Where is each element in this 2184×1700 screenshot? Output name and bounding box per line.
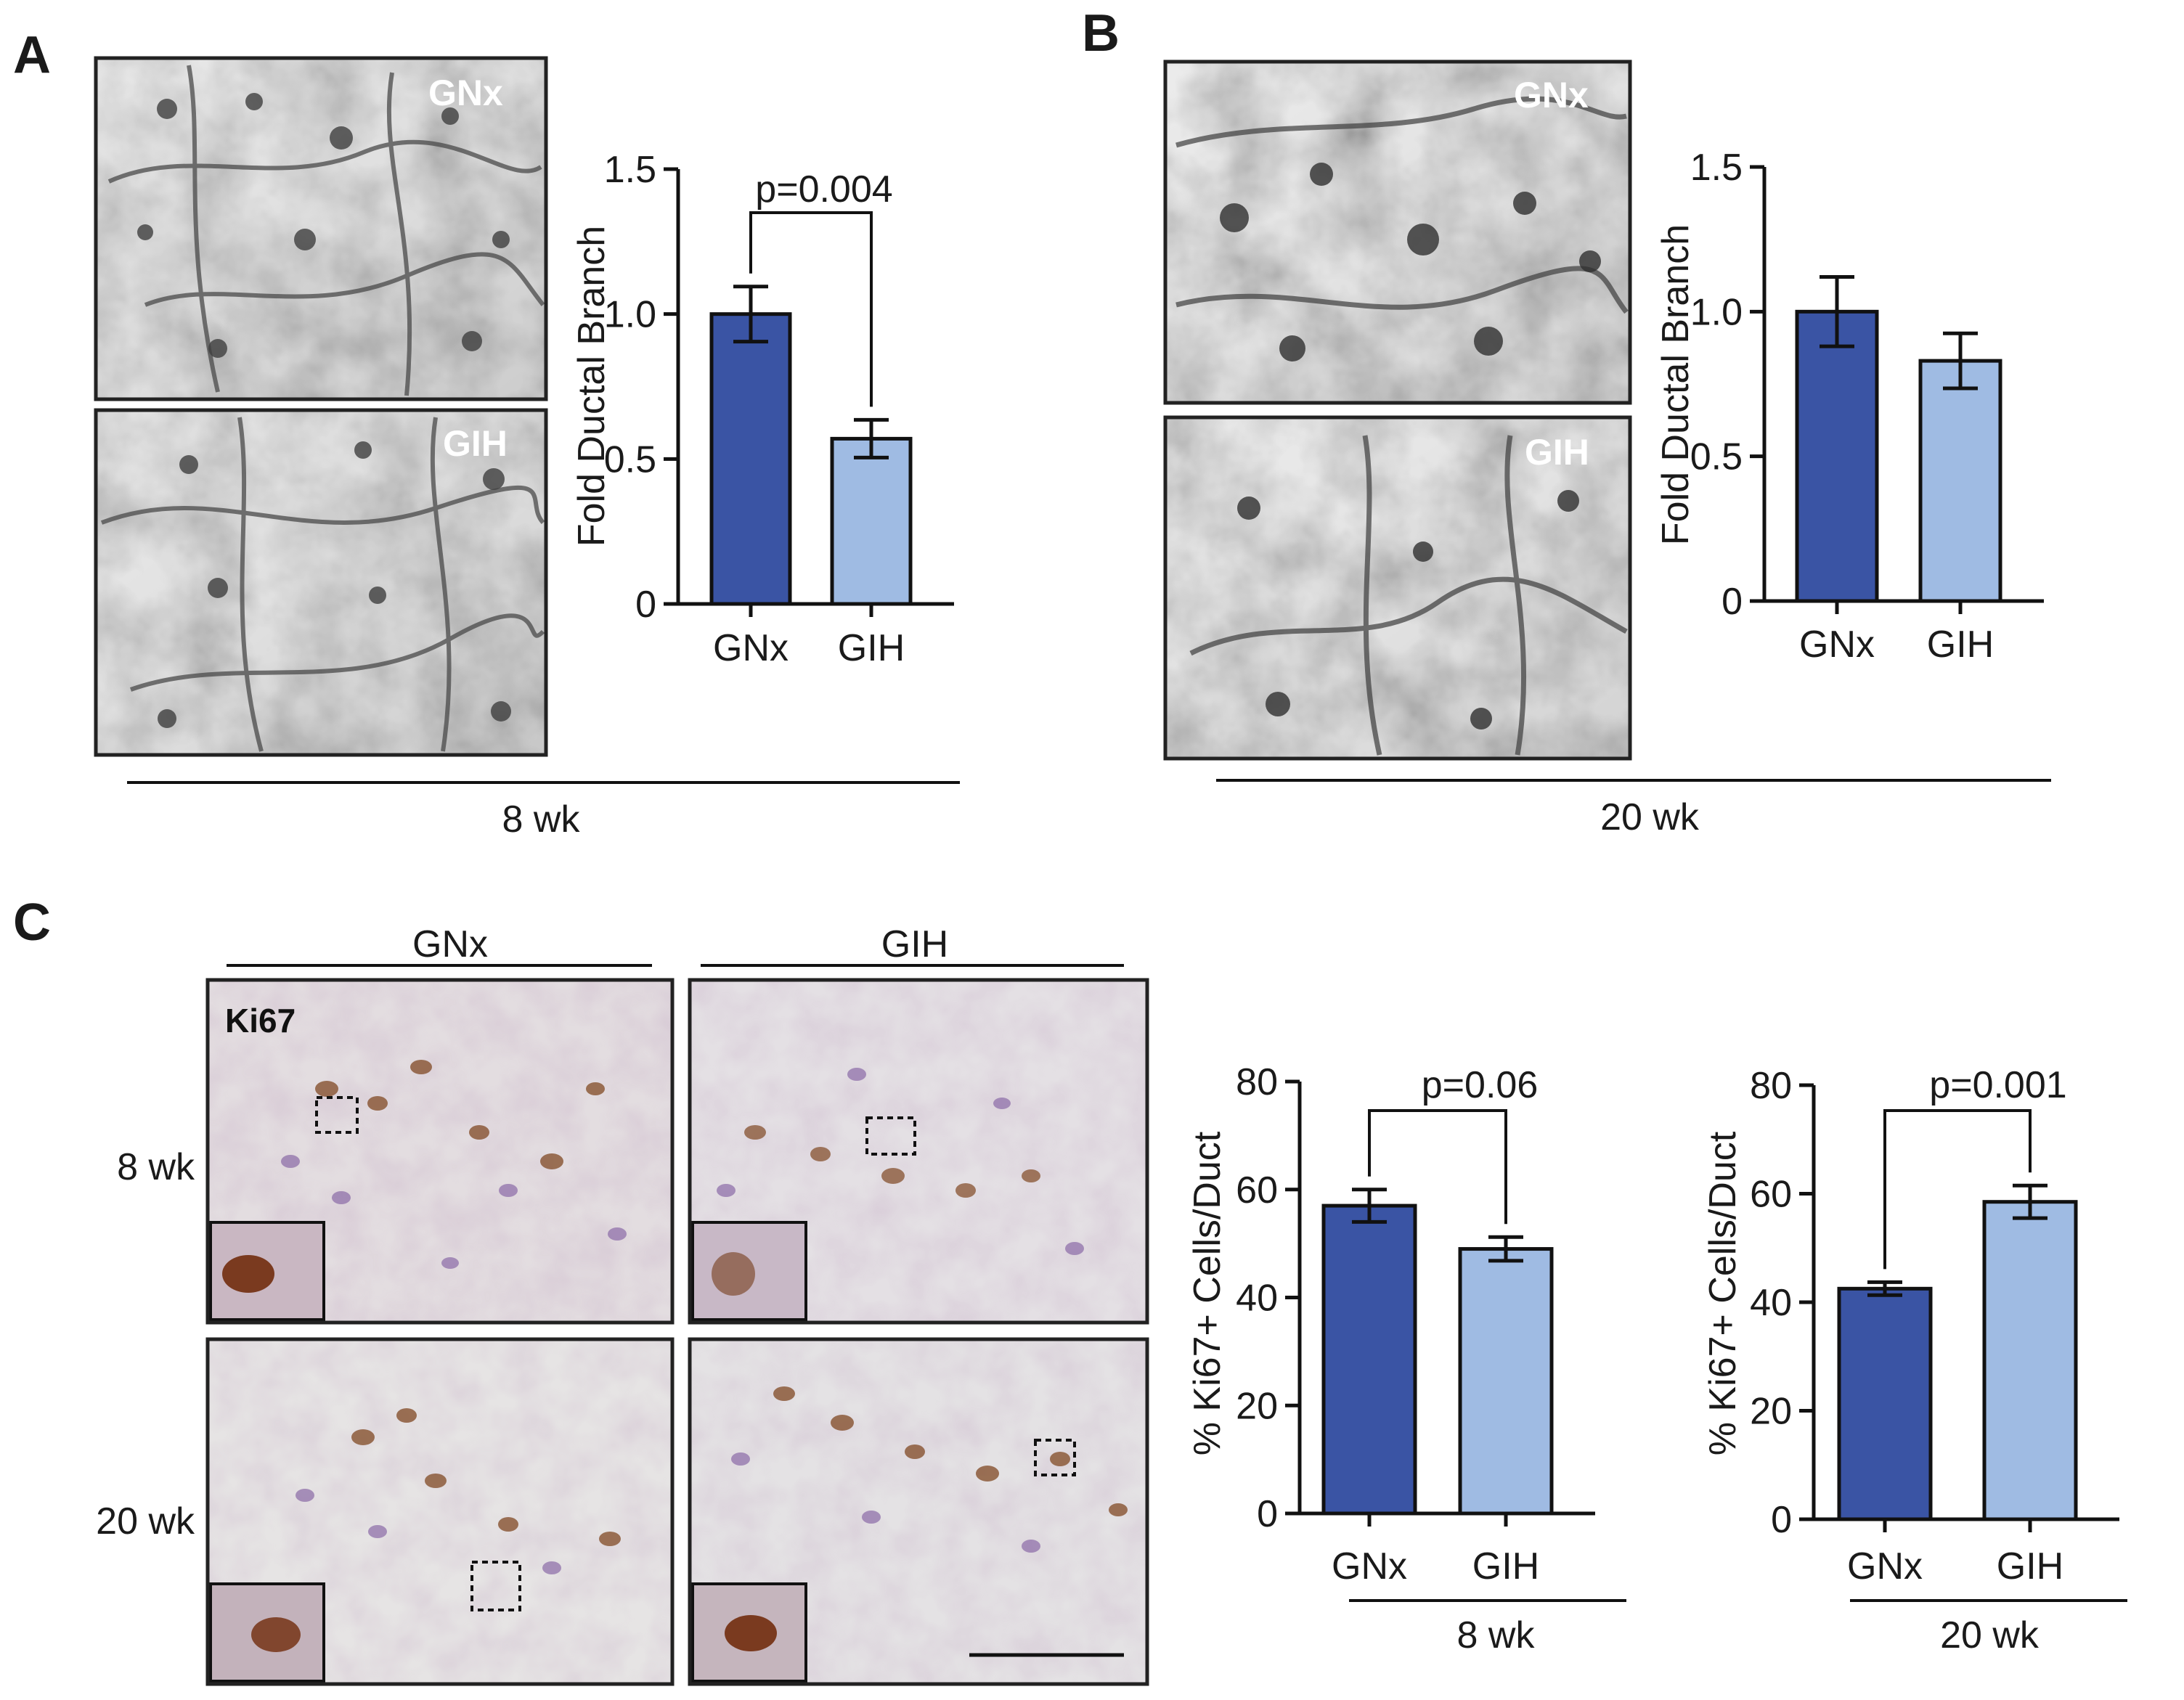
histology-gnx-8wk: Ki67 [205, 978, 675, 1325]
y-tick-label: 20 [1236, 1385, 1278, 1427]
y-tick-label: 0 [635, 584, 656, 626]
histology-gih-8wk [688, 978, 1149, 1325]
y-tick-label: 1.5 [1690, 147, 1743, 189]
panel-letter-b: B [1082, 4, 1120, 62]
y-tick-label: 0.5 [1690, 436, 1743, 478]
chart-fold-ductal-branch-8wk: Fold Ductal Branch 0 0.5 1.0 1.5 GNx GIH p=0.… [571, 149, 954, 669]
panel-c-row-label-8wk: 8 wk [117, 1146, 195, 1188]
panel-letter-a: A [13, 26, 51, 84]
y-axis-title: % Ki67+ Cells/Duct [1702, 1131, 1744, 1455]
x-tick-label: GNx [1799, 624, 1875, 666]
panel-a-micrograph-gnx: GNx [94, 56, 548, 401]
bar-gnx [709, 312, 792, 606]
bar-gih [1458, 1247, 1554, 1516]
y-tick-label: 20 [1750, 1391, 1792, 1433]
bar-gnx [1321, 1204, 1417, 1516]
panel-a-micrograph-gih: GIH [94, 408, 548, 757]
p-value-annotation: p=0.001 [1929, 1064, 2066, 1106]
panel-b-micrograph-gnx: GNx [1163, 60, 1632, 405]
x-tick-label: GIH [1927, 624, 1994, 666]
panel-b-micrograph-gih: GIH [1163, 415, 1632, 761]
panel-b-timepoint-label: 20 wk [1600, 796, 1700, 838]
x-tick-label: GNx [1847, 1545, 1923, 1587]
image-label-gih: GIH [1525, 432, 1589, 473]
chart-fold-ductal-branch-20wk: Fold Ductal Branch 0 0.5 1.0 1.5 GNx GIH [1655, 147, 2044, 666]
panel-c-column-label-gih: GIH [881, 923, 948, 965]
x-tick-label: GIH [1997, 1545, 2063, 1587]
y-axis-title: Fold Ductal Branch [1655, 224, 1697, 545]
x-tick-label: GNx [1332, 1545, 1407, 1587]
panel-a-timepoint-label: 8 wk [502, 798, 581, 841]
y-tick-label: 0 [1771, 1499, 1792, 1541]
panel-letter-c: C [13, 894, 51, 952]
image-label-gih: GIH [443, 423, 508, 464]
p-value-annotation: p=0.06 [1422, 1064, 1539, 1106]
bar-gnx [1795, 309, 1879, 603]
x-tick-label: GIH [1472, 1545, 1539, 1587]
panel-c-row-label-20wk: 20 wk [96, 1500, 195, 1542]
y-tick-label: 1.5 [604, 149, 656, 191]
group-label: 8 wk [1457, 1614, 1536, 1656]
image-label-gnx: GNx [1514, 75, 1589, 115]
y-tick-label: 60 [1750, 1174, 1792, 1216]
bar-gih [1982, 1200, 2078, 1521]
panel-c-column-label-gnx: GNx [412, 923, 488, 965]
stain-label: Ki67 [225, 1002, 296, 1039]
y-tick-label: 60 [1236, 1169, 1278, 1211]
p-value-annotation: p=0.004 [755, 168, 892, 211]
chart-ki67-8wk: % Ki67+ Cells/Duct 0 20 40 60 80 GNx GIH p=0.0… [1186, 1061, 1626, 1656]
group-label: 20 wk [1940, 1614, 2040, 1656]
significance-bracket [1883, 1109, 2032, 1270]
y-axis-title: % Ki67+ Cells/Duct [1186, 1131, 1228, 1455]
histology-gnx-20wk [205, 1337, 675, 1686]
y-tick-label: 0 [1721, 581, 1743, 623]
bar-gnx [1837, 1286, 1933, 1521]
bar-gih [830, 436, 913, 606]
y-tick-label: 1.0 [604, 294, 656, 336]
y-tick-label: 40 [1236, 1278, 1278, 1320]
y-axis-title: Fold Ductal Branch [571, 226, 613, 547]
y-tick-label: 0.5 [604, 438, 656, 481]
y-tick-label: 80 [1750, 1065, 1792, 1107]
significance-bracket [749, 211, 873, 407]
y-tick-label: 80 [1236, 1061, 1278, 1103]
y-tick-label: 0 [1257, 1493, 1278, 1535]
x-tick-label: GNx [713, 627, 789, 669]
histology-gih-20wk [688, 1337, 1149, 1686]
image-label-gnx: GNx [428, 73, 503, 113]
x-tick-label: GIH [838, 627, 905, 669]
y-tick-label: 1.0 [1690, 291, 1743, 333]
chart-ki67-20wk: % Ki67+ Cells/Duct 0 20 40 60 80 GNx GIH p=0.0… [1702, 1064, 2127, 1656]
bar-gih [1918, 359, 2002, 603]
significance-bracket [1368, 1109, 1507, 1225]
y-tick-label: 40 [1750, 1282, 1792, 1324]
